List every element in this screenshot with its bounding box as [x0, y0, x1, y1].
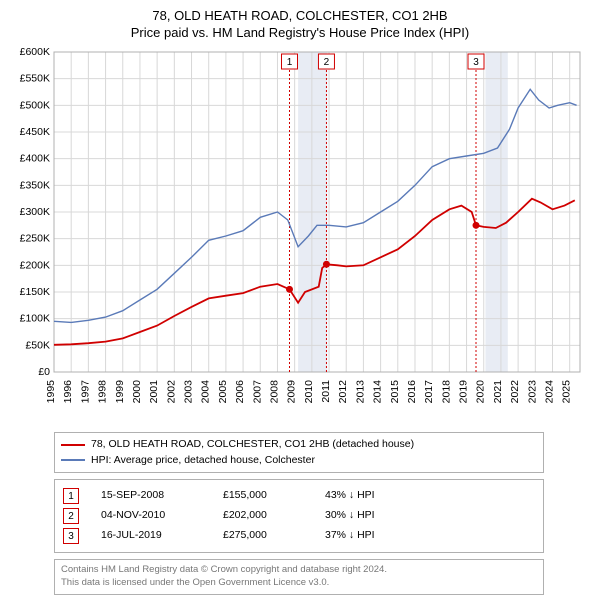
- legend-swatch-hpi: [61, 459, 85, 461]
- svg-text:£50K: £50K: [25, 339, 50, 351]
- event-marker-icon: 1: [63, 488, 79, 504]
- svg-text:2019: 2019: [458, 380, 470, 404]
- events-table: 1 15-SEP-2008 £155,000 43% ↓ HPI 2 04-NO…: [54, 479, 544, 553]
- svg-text:£300K: £300K: [20, 206, 50, 218]
- svg-text:2012: 2012: [337, 380, 349, 404]
- footnote-line1: Contains HM Land Registry data © Crown c…: [61, 564, 537, 577]
- svg-text:2014: 2014: [372, 380, 384, 404]
- svg-text:2000: 2000: [131, 380, 143, 404]
- legend-row-property: 78, OLD HEATH ROAD, COLCHESTER, CO1 2HB …: [61, 437, 537, 453]
- svg-text:£550K: £550K: [20, 72, 50, 84]
- event-diff: 30% ↓ HPI: [325, 506, 375, 526]
- svg-text:£0: £0: [38, 366, 50, 378]
- svg-text:£500K: £500K: [20, 99, 50, 111]
- svg-text:1999: 1999: [114, 380, 126, 404]
- svg-text:2016: 2016: [406, 380, 418, 404]
- legend-row-hpi: HPI: Average price, detached house, Colc…: [61, 453, 537, 469]
- svg-text:2008: 2008: [268, 380, 280, 404]
- svg-text:£200K: £200K: [20, 259, 50, 271]
- svg-text:1995: 1995: [45, 380, 57, 404]
- svg-text:2011: 2011: [320, 380, 332, 403]
- svg-text:2002: 2002: [165, 380, 177, 404]
- svg-text:2006: 2006: [234, 380, 246, 404]
- svg-text:2024: 2024: [543, 380, 555, 404]
- svg-text:2013: 2013: [354, 380, 366, 404]
- svg-text:1: 1: [287, 57, 293, 68]
- svg-text:2005: 2005: [217, 380, 229, 404]
- svg-text:2001: 2001: [148, 380, 160, 404]
- event-date: 16-JUL-2019: [101, 526, 201, 546]
- svg-text:1996: 1996: [62, 380, 74, 404]
- footnote: Contains HM Land Registry data © Crown c…: [54, 559, 544, 595]
- chart: £0 £50K £100K £150K £200K £250K £300K £350K £400…: [10, 46, 586, 426]
- svg-text:2022: 2022: [509, 380, 521, 404]
- footnote-line2: This data is licensed under the Open Gov…: [61, 577, 537, 590]
- event-date: 04-NOV-2010: [101, 506, 201, 526]
- svg-text:2: 2: [324, 57, 330, 68]
- event-diff: 37% ↓ HPI: [325, 526, 375, 546]
- svg-text:2010: 2010: [303, 380, 315, 404]
- svg-text:2004: 2004: [200, 380, 212, 404]
- event-price: £202,000: [223, 506, 303, 526]
- svg-text:£600K: £600K: [20, 46, 50, 58]
- svg-text:2007: 2007: [251, 380, 263, 404]
- svg-text:2020: 2020: [475, 380, 487, 404]
- legend: 78, OLD HEATH ROAD, COLCHESTER, CO1 2HB …: [54, 432, 544, 474]
- chart-svg: £0 £50K £100K £150K £200K £250K £300K £350K £400…: [10, 46, 586, 426]
- svg-text:1997: 1997: [79, 380, 91, 404]
- svg-text:2025: 2025: [561, 380, 573, 404]
- svg-text:3: 3: [473, 57, 479, 68]
- event-price: £155,000: [223, 486, 303, 506]
- title-subtitle: Price paid vs. HM Land Registry's House …: [10, 25, 590, 42]
- svg-text:£150K: £150K: [20, 286, 50, 298]
- chart-container: 78, OLD HEATH ROAD, COLCHESTER, CO1 2HB …: [0, 0, 600, 590]
- svg-text:£100K: £100K: [20, 312, 50, 324]
- legend-label-hpi: HPI: Average price, detached house, Colc…: [91, 453, 315, 469]
- svg-text:£450K: £450K: [20, 126, 50, 138]
- event-row: 1 15-SEP-2008 £155,000 43% ↓ HPI: [63, 486, 535, 506]
- svg-text:2009: 2009: [286, 380, 298, 404]
- svg-text:2023: 2023: [526, 380, 538, 404]
- event-diff: 43% ↓ HPI: [325, 486, 375, 506]
- event-row: 2 04-NOV-2010 £202,000 30% ↓ HPI: [63, 506, 535, 526]
- svg-text:£400K: £400K: [20, 152, 50, 164]
- svg-text:£250K: £250K: [20, 232, 50, 244]
- title-address: 78, OLD HEATH ROAD, COLCHESTER, CO1 2HB: [10, 8, 590, 25]
- event-marker-icon: 3: [63, 528, 79, 544]
- svg-text:1998: 1998: [97, 380, 109, 404]
- event-row: 3 16-JUL-2019 £275,000 37% ↓ HPI: [63, 526, 535, 546]
- svg-text:2003: 2003: [183, 380, 195, 404]
- svg-text:2017: 2017: [423, 380, 435, 404]
- svg-text:£350K: £350K: [20, 179, 50, 191]
- legend-swatch-property: [61, 444, 85, 446]
- svg-text:2021: 2021: [492, 380, 504, 404]
- svg-text:2018: 2018: [440, 380, 452, 404]
- legend-label-property: 78, OLD HEATH ROAD, COLCHESTER, CO1 2HB …: [91, 437, 414, 453]
- event-marker-icon: 2: [63, 508, 79, 524]
- title-block: 78, OLD HEATH ROAD, COLCHESTER, CO1 2HB …: [10, 8, 590, 42]
- event-date: 15-SEP-2008: [101, 486, 201, 506]
- event-price: £275,000: [223, 526, 303, 546]
- svg-text:2015: 2015: [389, 380, 401, 404]
